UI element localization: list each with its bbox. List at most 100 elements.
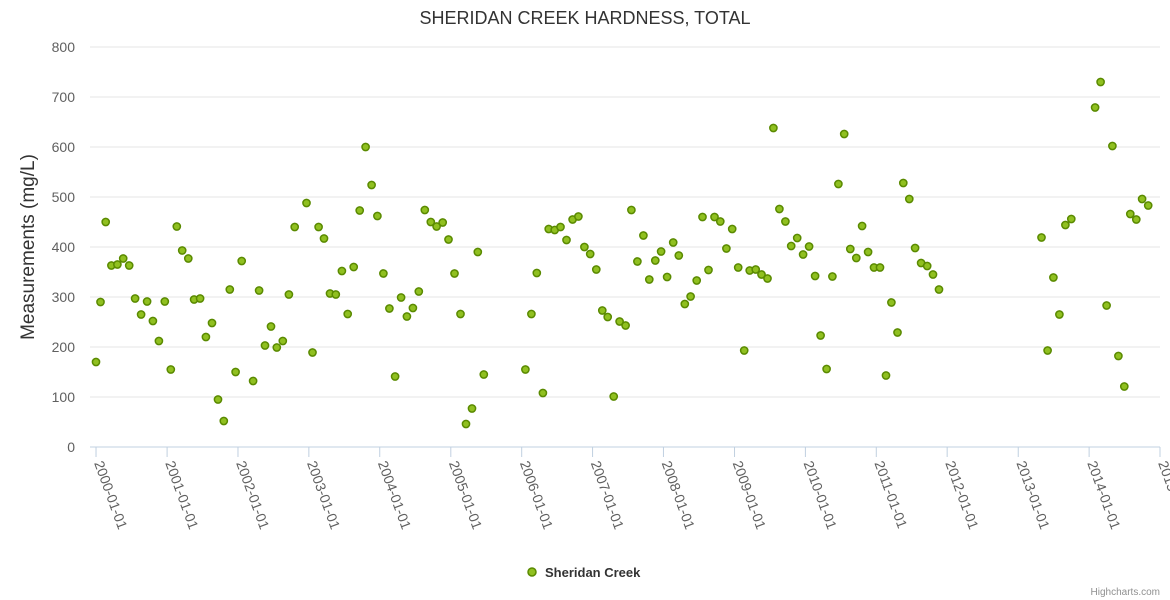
data-point[interactable]: [857, 221, 867, 231]
data-point[interactable]: [1055, 310, 1064, 319]
data-point[interactable]: [166, 365, 176, 374]
data-point[interactable]: [898, 178, 908, 188]
data-point[interactable]: [585, 249, 595, 259]
data-point[interactable]: [402, 312, 412, 321]
data-point[interactable]: [160, 297, 170, 306]
data-point[interactable]: [361, 142, 370, 152]
data-point[interactable]: [775, 204, 784, 214]
data-point[interactable]: [692, 276, 702, 285]
data-point[interactable]: [574, 212, 583, 221]
data-point[interactable]: [1114, 351, 1123, 361]
data-point[interactable]: [680, 299, 690, 309]
data-point[interactable]: [1066, 214, 1076, 224]
data-point[interactable]: [686, 292, 695, 301]
data-point[interactable]: [225, 285, 235, 294]
legend[interactable]: Sheridan Creek: [527, 565, 641, 580]
data-point[interactable]: [172, 222, 182, 231]
data-point[interactable]: [1049, 273, 1058, 282]
data-point[interactable]: [781, 217, 790, 226]
data-point[interactable]: [922, 261, 932, 271]
data-point[interactable]: [319, 234, 329, 243]
credits-link[interactable]: Highcharts.com: [1091, 587, 1160, 598]
data-point[interactable]: [538, 388, 548, 398]
data-point[interactable]: [142, 297, 152, 306]
data-point[interactable]: [722, 244, 731, 253]
data-point[interactable]: [473, 247, 483, 257]
data-point[interactable]: [385, 304, 394, 313]
data-point[interactable]: [1037, 233, 1046, 242]
data-point[interactable]: [650, 256, 660, 265]
data-point[interactable]: [148, 316, 158, 326]
data-point[interactable]: [444, 235, 453, 244]
data-point[interactable]: [1061, 220, 1070, 230]
data-point[interactable]: [101, 217, 111, 227]
data-point[interactable]: [615, 317, 624, 326]
data-point[interactable]: [627, 205, 636, 215]
data-point[interactable]: [290, 222, 300, 232]
data-point[interactable]: [213, 395, 223, 404]
data-point[interactable]: [621, 321, 630, 330]
data-point[interactable]: [521, 365, 530, 374]
legend-item-label[interactable]: Sheridan Creek: [545, 565, 641, 580]
data-point[interactable]: [591, 265, 601, 274]
data-point[interactable]: [331, 290, 341, 299]
data-point[interactable]: [373, 211, 382, 221]
data-point[interactable]: [379, 269, 388, 278]
data-point[interactable]: [343, 309, 353, 319]
data-point[interactable]: [207, 318, 217, 328]
data-point[interactable]: [751, 265, 761, 274]
data-point[interactable]: [834, 179, 843, 189]
data-point[interactable]: [674, 251, 684, 260]
data-point[interactable]: [763, 274, 772, 283]
data-point[interactable]: [580, 242, 589, 252]
data-point[interactable]: [414, 287, 424, 296]
data-point[interactable]: [219, 416, 229, 426]
data-point[interactable]: [804, 242, 814, 251]
data-point[interactable]: [710, 212, 719, 222]
data-point[interactable]: [851, 253, 861, 263]
data-point[interactable]: [934, 285, 944, 294]
data-point[interactable]: [248, 376, 258, 386]
data-point[interactable]: [603, 312, 613, 322]
data-point[interactable]: [456, 309, 465, 319]
data-point[interactable]: [1143, 201, 1153, 210]
data-point[interactable]: [390, 372, 400, 381]
data-point[interactable]: [887, 298, 896, 307]
data-point[interactable]: [195, 294, 205, 303]
data-point[interactable]: [355, 206, 365, 215]
data-point[interactable]: [609, 392, 619, 401]
data-point[interactable]: [704, 265, 713, 275]
data-point[interactable]: [662, 272, 672, 282]
data-point[interactable]: [177, 246, 187, 255]
data-point[interactable]: [904, 194, 914, 204]
data-point[interactable]: [96, 297, 105, 307]
data-point[interactable]: [113, 260, 122, 269]
data-point[interactable]: [562, 235, 571, 245]
data-point[interactable]: [1096, 77, 1105, 87]
data-point[interactable]: [1108, 141, 1117, 151]
data-point[interactable]: [757, 270, 766, 279]
data-point[interactable]: [302, 198, 311, 208]
data-point[interactable]: [733, 263, 743, 272]
data-point[interactable]: [893, 328, 902, 337]
data-point[interactable]: [644, 275, 654, 284]
data-point[interactable]: [822, 364, 831, 374]
data-point[interactable]: [810, 271, 820, 281]
data-point[interactable]: [349, 262, 359, 272]
data-point[interactable]: [118, 254, 128, 263]
data-point[interactable]: [875, 263, 885, 272]
data-point[interactable]: [828, 272, 837, 281]
data-point[interactable]: [633, 257, 642, 266]
data-point[interactable]: [91, 357, 101, 367]
data-point[interactable]: [260, 341, 270, 350]
data-point[interactable]: [910, 243, 920, 253]
data-point[interactable]: [130, 294, 140, 303]
data-point[interactable]: [426, 217, 436, 227]
data-point[interactable]: [698, 212, 707, 222]
data-point[interactable]: [272, 343, 282, 352]
data-point[interactable]: [1125, 209, 1135, 219]
data-point[interactable]: [237, 256, 247, 266]
data-point[interactable]: [266, 322, 276, 331]
data-point[interactable]: [231, 367, 240, 377]
data-point[interactable]: [254, 286, 264, 295]
